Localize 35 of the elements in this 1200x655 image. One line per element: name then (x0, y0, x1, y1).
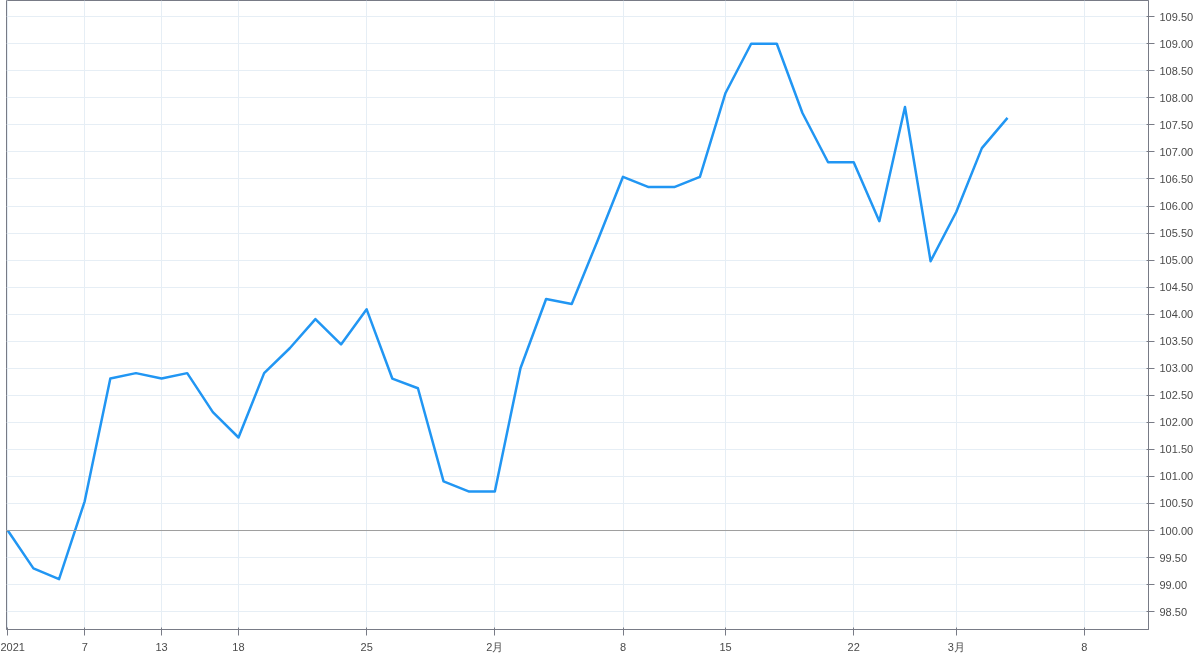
y-tick-label: 100.50 (1159, 497, 1194, 510)
line-series (6, 42, 1009, 581)
y-tick-label: 109.00 (1159, 37, 1194, 50)
y-tick-label: 102.00 (1159, 416, 1194, 429)
x-tick-label: 13 (155, 640, 168, 653)
y-tick-label: 104.50 (1159, 281, 1194, 294)
x-tick-label: 7 (81, 640, 88, 653)
x-tick-label: 15 (719, 640, 732, 653)
y-tick-label: 107.00 (1159, 145, 1194, 158)
x-tick-label: 18 (232, 640, 245, 653)
x-tick-label: 8 (619, 640, 627, 653)
y-tick-label: 106.50 (1159, 172, 1194, 185)
y-tick-label: 105.50 (1159, 227, 1194, 240)
y-tick-label: 100.00 (1159, 524, 1194, 537)
x-tick-label: 2021 (0, 640, 25, 653)
x-tick-label: 25 (360, 640, 373, 653)
y-tick-label: 108.00 (1159, 91, 1194, 104)
y-tick-label: 101.50 (1159, 443, 1194, 456)
y-tick-label: 103.00 (1159, 362, 1194, 375)
y-tick-label: 108.50 (1159, 64, 1194, 77)
y-tick-label: 99.00 (1159, 578, 1188, 591)
y-tick-label: 105.00 (1159, 254, 1194, 267)
y-tick-label: 101.00 (1159, 470, 1194, 483)
y-tick-label: 98.50 (1159, 605, 1188, 618)
x-tick-label: 8 (1081, 640, 1088, 653)
x-tick-label: 22 (847, 640, 860, 653)
y-tick-label: 99.50 (1159, 551, 1188, 564)
y-tick-label: 107.50 (1159, 118, 1194, 131)
x-tick-label: 3月 (947, 640, 965, 653)
y-tick-label: 102.50 (1159, 389, 1194, 402)
y-tick-label: 106.00 (1159, 200, 1194, 213)
x-tick-label: 2月 (486, 640, 504, 653)
y-tick-label: 103.50 (1159, 335, 1194, 348)
y-tick-label: 104.00 (1159, 308, 1194, 321)
y-tick-label: 109.50 (1159, 10, 1194, 23)
